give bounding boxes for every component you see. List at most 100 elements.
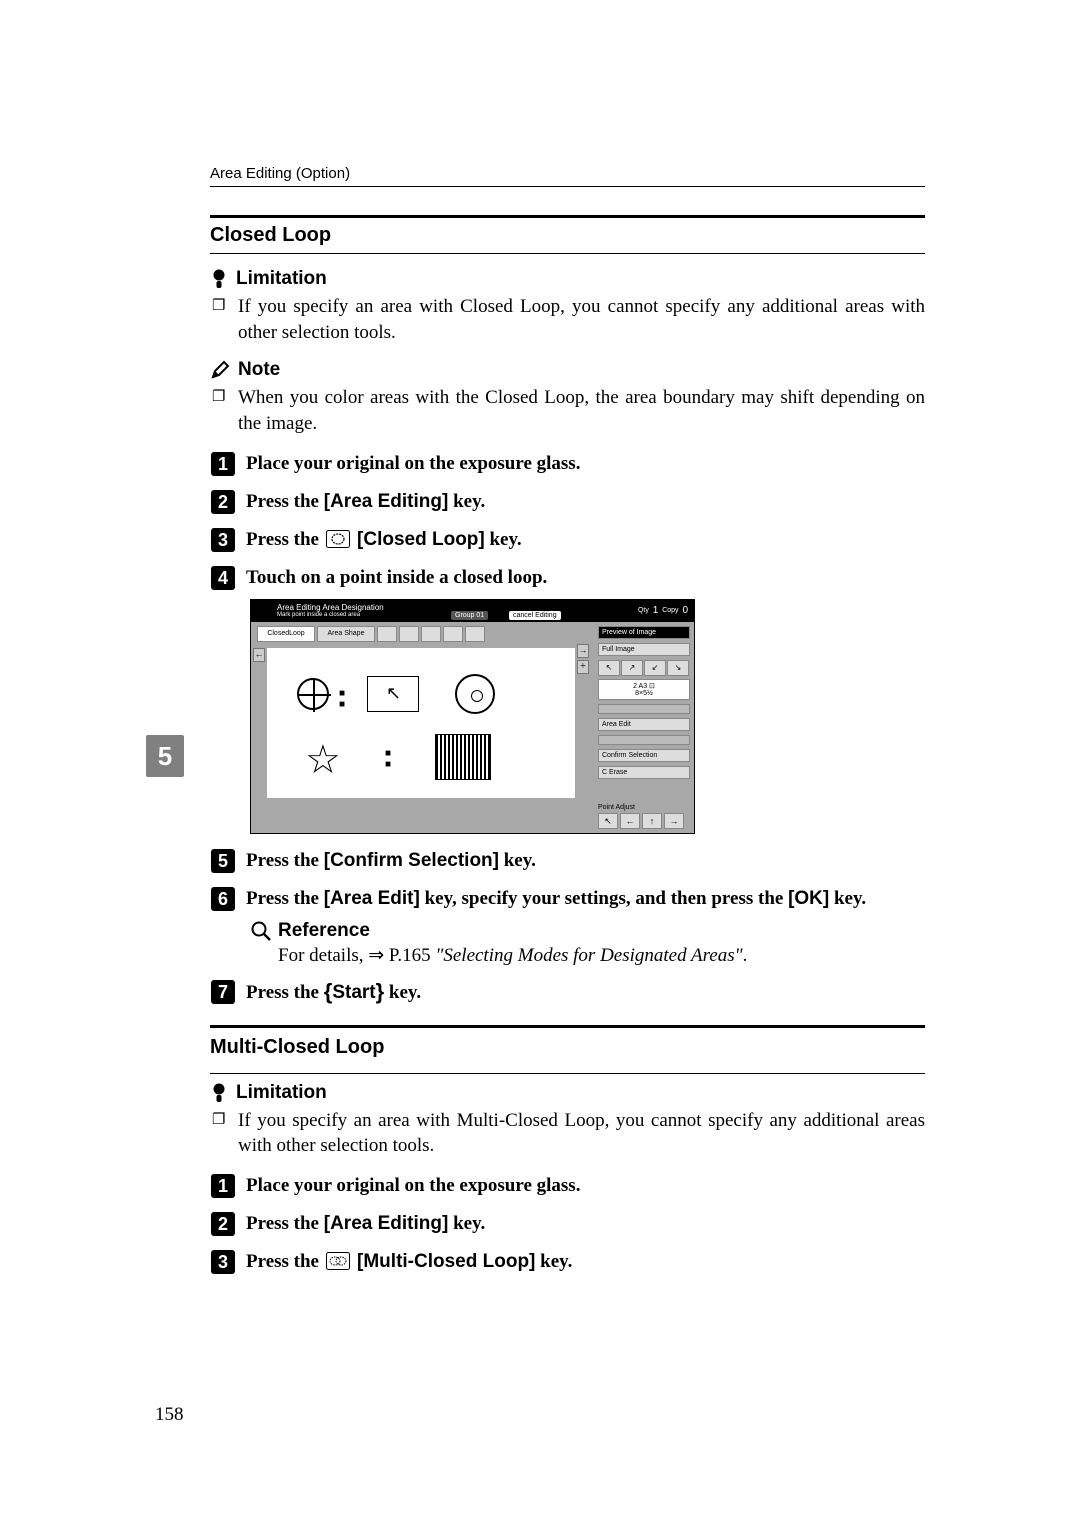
s2-step-1-text: Place your original on the exposure glas… bbox=[246, 1175, 580, 1197]
ss-canvas[interactable]: ■■ ☆ ■■ bbox=[267, 648, 575, 798]
svg-text:6: 6 bbox=[218, 889, 228, 909]
ss-arrow-right[interactable]: → bbox=[577, 644, 589, 658]
step-number-2-icon: 2 bbox=[210, 489, 236, 515]
ss-preview-label: Preview of Image bbox=[598, 626, 690, 639]
ss-tool-4[interactable] bbox=[443, 626, 463, 642]
adj-right[interactable]: → bbox=[664, 813, 684, 829]
ss-areaedit-btn[interactable]: Area Edit bbox=[598, 718, 690, 731]
svg-text:7: 7 bbox=[218, 982, 228, 1002]
step-1-text: Place your original on the exposure glas… bbox=[246, 453, 580, 475]
ss-tool-1[interactable] bbox=[377, 626, 397, 642]
ss-cancel-pill[interactable]: cancel Editing bbox=[509, 611, 561, 620]
s2-step-2-text: Press the [Area Editing] key. bbox=[246, 1213, 485, 1235]
start-bracket-r: } bbox=[376, 979, 385, 1004]
ss-null-1 bbox=[598, 704, 690, 714]
ss-confirm-btn[interactable]: Confirm Selection bbox=[598, 749, 690, 762]
s2-step-number-1-icon: 1 bbox=[210, 1173, 236, 1199]
ss-null-2 bbox=[598, 735, 690, 745]
step-2-key: [Area Editing] bbox=[324, 491, 449, 512]
magnifier-icon bbox=[250, 920, 272, 942]
step-6: 6 Press the [Area Edit] key, specify you… bbox=[210, 886, 925, 912]
limitation-row: Limitation bbox=[210, 268, 925, 290]
step-2: 2 Press the [Area Editing] key. bbox=[210, 489, 925, 515]
adj-nw[interactable]: ↖ bbox=[598, 813, 618, 829]
step-number-5-icon: 5 bbox=[210, 848, 236, 874]
s2-step-2-a: Press the bbox=[246, 1213, 324, 1234]
ss-paper-size: 2 A3 ⊡ 8×5½ bbox=[598, 679, 690, 700]
limitation-list: If you specify an area with Closed Loop,… bbox=[210, 294, 925, 345]
chapter-tab: 5 bbox=[146, 735, 184, 777]
ss-closedloop-btn[interactable]: ClosedLoop bbox=[257, 626, 315, 642]
section2-rule-top bbox=[210, 1025, 925, 1028]
limitation2-icon bbox=[210, 1083, 228, 1103]
step-number-1-icon: 1 bbox=[210, 451, 236, 477]
svg-text:2: 2 bbox=[218, 492, 228, 512]
ss-nav-1[interactable]: ↖ bbox=[598, 660, 620, 676]
step-6-c: key, specify your settings, and then pre… bbox=[420, 888, 788, 909]
ss-fullimage[interactable]: Full Image bbox=[598, 643, 690, 656]
ss-arrow-left[interactable]: ← bbox=[253, 648, 265, 662]
step-number-7-icon: 7 bbox=[210, 979, 236, 1005]
adj-up[interactable]: ↑ bbox=[642, 813, 662, 829]
ss-tool-5[interactable] bbox=[465, 626, 485, 642]
ss-toolbar: ClosedLoop Area Shape bbox=[257, 626, 485, 644]
ss-copy: 0 bbox=[682, 605, 688, 616]
ss-pointadj-label: Point Adjust bbox=[598, 804, 690, 811]
ss-nav-3[interactable]: ↙ bbox=[644, 660, 666, 676]
running-head: Area Editing (Option) bbox=[210, 165, 925, 182]
ss-plus[interactable]: + bbox=[577, 660, 589, 674]
closed-loop-key-icon bbox=[326, 530, 350, 548]
s2-step-2: 2 Press the [Area Editing] key. bbox=[210, 1211, 925, 1237]
ss-sidebar: Preview of Image Full Image ↖ ↗ ↙ ↘ 2 A3… bbox=[598, 626, 690, 783]
globe-shape bbox=[297, 678, 329, 710]
step-4-text: Touch on a point inside a closed loop. bbox=[246, 567, 547, 589]
limitation-label: Limitation bbox=[236, 268, 327, 290]
ref-c: . bbox=[743, 945, 748, 966]
ss-erase-btn[interactable]: C Erase bbox=[598, 766, 690, 779]
note-row: Note bbox=[210, 359, 925, 381]
adj-left[interactable]: ← bbox=[620, 813, 640, 829]
ss-topbar: Area Editing Area Designation Mark point… bbox=[251, 600, 694, 622]
ss-nav-2[interactable]: ↗ bbox=[621, 660, 643, 676]
step-3-key: [Closed Loop] bbox=[352, 529, 485, 550]
step-1: 1 Place your original on the exposure gl… bbox=[210, 451, 925, 477]
step-2-c: key. bbox=[448, 491, 485, 512]
svg-text:3: 3 bbox=[218, 1252, 228, 1272]
head-rule bbox=[210, 186, 925, 187]
step-6-key1: [Area Edit] bbox=[324, 888, 420, 909]
arrow-box-shape bbox=[367, 676, 419, 712]
step-7-key: Start bbox=[332, 982, 375, 1003]
step-6-e: key. bbox=[829, 888, 866, 909]
ref-b: "Selecting Modes for Designated Areas" bbox=[435, 945, 742, 966]
ss-nav-row: ↖ ↗ ↙ ↘ bbox=[598, 660, 690, 676]
ss-tool-3[interactable] bbox=[421, 626, 441, 642]
multi-closed-loop-key-icon bbox=[326, 1252, 350, 1270]
ss-group-pill-wrap: Group 01 bbox=[451, 604, 488, 622]
step-number-3-icon: 3 bbox=[210, 527, 236, 553]
section-rule-top bbox=[210, 215, 925, 218]
step-5-key: [Confirm Selection] bbox=[324, 850, 499, 871]
s2-step-3-a: Press the bbox=[246, 1251, 324, 1272]
note-label: Note bbox=[238, 359, 280, 381]
step-3-a: Press the bbox=[246, 529, 324, 550]
limitation-icon bbox=[210, 269, 228, 289]
barcode-shape bbox=[435, 734, 491, 780]
step-5-text: Press the [Confirm Selection] key. bbox=[246, 850, 536, 872]
s2-step-3-key: [Multi-Closed Loop] bbox=[352, 1251, 536, 1272]
step-7-c: key. bbox=[384, 982, 421, 1003]
s2-step-2-c: key. bbox=[448, 1213, 485, 1234]
ss-areashape-btn[interactable]: Area Shape bbox=[317, 626, 375, 642]
ss-tool-2[interactable] bbox=[399, 626, 419, 642]
screenshot-container: Area Editing Area Designation Mark point… bbox=[250, 599, 925, 834]
ss-qty: 1 bbox=[653, 605, 659, 616]
step-7-a: Press the bbox=[246, 982, 324, 1003]
svg-text:3: 3 bbox=[218, 530, 228, 550]
step-number-6-icon: 6 bbox=[210, 886, 236, 912]
step-3: 3 Press the [Closed Loop] key. bbox=[210, 527, 925, 553]
area-editing-screenshot: Area Editing Area Designation Mark point… bbox=[250, 599, 695, 834]
ss-nav-4[interactable]: ↘ bbox=[667, 660, 689, 676]
reference-label: Reference bbox=[278, 920, 370, 942]
s2-step-3-text: Press the [Multi-Closed Loop] key. bbox=[246, 1251, 572, 1273]
ref-a: For details, ⇒ P.165 bbox=[278, 945, 435, 966]
ss-cancel-pill-wrap: cancel Editing bbox=[509, 604, 561, 622]
